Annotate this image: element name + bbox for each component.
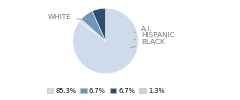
- Wedge shape: [92, 8, 106, 41]
- Wedge shape: [73, 8, 138, 74]
- Wedge shape: [81, 11, 106, 41]
- Text: BLACK: BLACK: [131, 39, 165, 48]
- Text: HISPANIC: HISPANIC: [134, 32, 175, 40]
- Text: A.I.: A.I.: [135, 26, 153, 33]
- Text: WHITE: WHITE: [48, 14, 95, 20]
- Wedge shape: [79, 19, 106, 41]
- Legend: 85.3%, 6.7%, 6.7%, 1.3%: 85.3%, 6.7%, 6.7%, 1.3%: [44, 85, 167, 97]
